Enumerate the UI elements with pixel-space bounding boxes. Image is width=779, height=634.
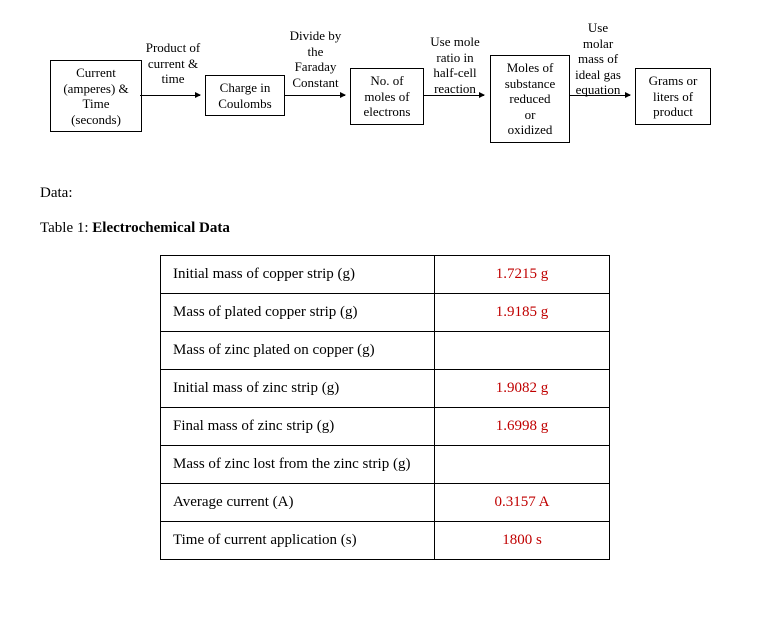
row-value: 0.3157 A: [435, 484, 610, 522]
flow-box-current-time: Current (amperes) & Time (seconds): [50, 60, 142, 132]
flow-label-line: current &: [138, 56, 208, 72]
flow-box-line: (seconds): [57, 112, 135, 128]
row-label: Initial mass of copper strip (g): [161, 256, 435, 294]
table-row: Mass of plated copper strip (g) 1.9185 g: [161, 294, 610, 332]
arrow-icon: [424, 95, 484, 96]
flow-label-line: half-cell: [424, 65, 486, 81]
row-value: [435, 332, 610, 370]
row-label: Mass of zinc lost from the zinc strip (g…: [161, 446, 435, 484]
table-row: Mass of zinc lost from the zinc strip (g…: [161, 446, 610, 484]
flow-box-line: oxidized: [497, 122, 563, 138]
flow-box-line: Time: [57, 96, 135, 112]
flow-box-line: product: [642, 104, 704, 120]
flow-box-line: Moles of: [497, 60, 563, 76]
table-row: Time of current application (s) 1800 s: [161, 522, 610, 560]
flow-box-line: Grams or: [642, 73, 704, 89]
flow-label-molar-mass: Use molar mass of ideal gas equation: [568, 20, 628, 98]
flow-box-line: or: [497, 107, 563, 123]
flow-box-line: Charge in: [212, 80, 278, 96]
flow-box-line: Current: [57, 65, 135, 81]
table-caption-title: Electrochemical Data: [92, 220, 230, 236]
table-caption-prefix: Table 1:: [40, 220, 92, 236]
flow-label-line: molar: [568, 36, 628, 52]
flow-box-line: substance: [497, 76, 563, 92]
arrow-icon: [140, 95, 200, 96]
table-row: Mass of zinc plated on copper (g): [161, 332, 610, 370]
flow-box-line: (amperes) &: [57, 81, 135, 97]
row-label: Mass of zinc plated on copper (g): [161, 332, 435, 370]
row-value: 1.7215 g: [435, 256, 610, 294]
flow-label-line: the: [283, 44, 348, 60]
flow-box-line: electrons: [357, 104, 417, 120]
row-value: 1.6998 g: [435, 408, 610, 446]
flow-label-faraday: Divide by the Faraday Constant: [283, 28, 348, 90]
flow-box-moles-electrons: No. of moles of electrons: [350, 68, 424, 125]
table-row: Initial mass of zinc strip (g) 1.9082 g: [161, 370, 610, 408]
row-label: Time of current application (s): [161, 522, 435, 560]
flow-label-line: Use: [568, 20, 628, 36]
flow-label-line: time: [138, 71, 208, 87]
flow-box-line: moles of: [357, 89, 417, 105]
flow-label-line: mass of: [568, 51, 628, 67]
table-row: Average current (A) 0.3157 A: [161, 484, 610, 522]
flow-box-line: No. of: [357, 73, 417, 89]
flow-label-line: Use mole: [424, 34, 486, 50]
row-label: Mass of plated copper strip (g): [161, 294, 435, 332]
flow-label-line: Constant: [283, 75, 348, 91]
arrow-icon: [285, 95, 345, 96]
data-heading: Data:: [40, 185, 739, 202]
flow-box-moles-substance: Moles of substance reduced or oxidized: [490, 55, 570, 143]
row-label: Average current (A): [161, 484, 435, 522]
row-value: 1.9185 g: [435, 294, 610, 332]
flow-box-line: liters of: [642, 89, 704, 105]
flowchart: Current (amperes) & Time (seconds) Produ…: [40, 20, 740, 155]
row-label: Final mass of zinc strip (g): [161, 408, 435, 446]
flow-label-mole-ratio: Use mole ratio in half-cell reaction: [424, 34, 486, 96]
row-value: 1800 s: [435, 522, 610, 560]
flow-label-line: Divide by: [283, 28, 348, 44]
flow-box-product: Grams or liters of product: [635, 68, 711, 125]
arrow-icon: [570, 95, 630, 96]
flow-label-line: Faraday: [283, 59, 348, 75]
flow-box-line: reduced: [497, 91, 563, 107]
flow-label-line: Product of: [138, 40, 208, 56]
flow-box-charge: Charge in Coulombs: [205, 75, 285, 116]
flow-label-line: ratio in: [424, 50, 486, 66]
flow-box-line: Coulombs: [212, 96, 278, 112]
electrochemical-data-table: Initial mass of copper strip (g) 1.7215 …: [160, 255, 610, 560]
row-label: Initial mass of zinc strip (g): [161, 370, 435, 408]
flow-label-line: ideal gas: [568, 67, 628, 83]
flow-label-product: Product of current & time: [138, 40, 208, 87]
row-value: [435, 446, 610, 484]
table-row: Final mass of zinc strip (g) 1.6998 g: [161, 408, 610, 446]
table-row: Initial mass of copper strip (g) 1.7215 …: [161, 256, 610, 294]
row-value: 1.9082 g: [435, 370, 610, 408]
table-body: Initial mass of copper strip (g) 1.7215 …: [161, 256, 610, 560]
table-caption: Table 1: Electrochemical Data: [40, 220, 739, 237]
